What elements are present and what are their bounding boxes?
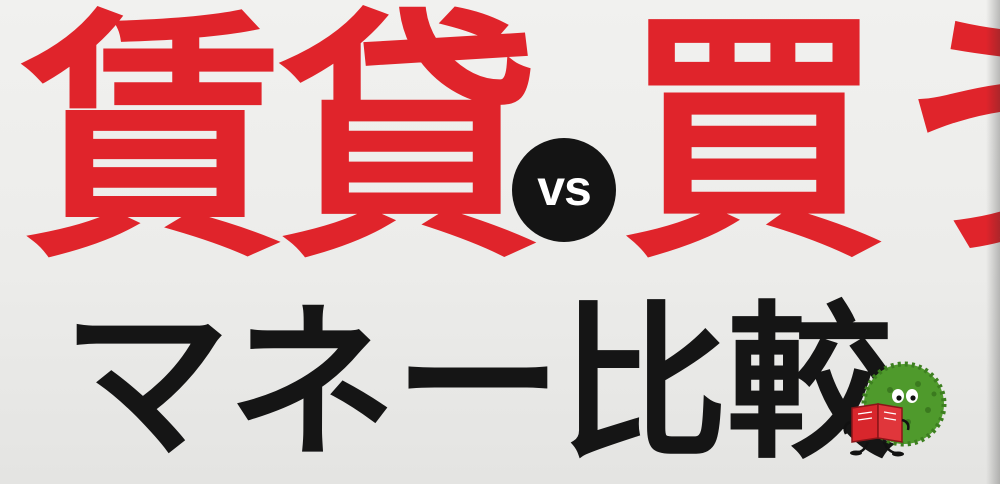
headline-right-word: 買う xyxy=(622,0,1000,293)
book-icon xyxy=(851,403,903,443)
mascot-eyes xyxy=(892,389,918,403)
board-right-edge-shadow xyxy=(986,0,1000,484)
headline-left-word: 賃貸 xyxy=(22,0,540,293)
vs-label: vs xyxy=(537,160,592,216)
vs-badge: vs xyxy=(512,138,616,242)
headline: 賃貸 vs 買う xyxy=(0,8,1000,298)
subtitle: マネー比較 xyxy=(62,286,894,482)
mascot-reading-book-icon xyxy=(843,361,947,457)
mascot-limbs xyxy=(843,418,910,457)
